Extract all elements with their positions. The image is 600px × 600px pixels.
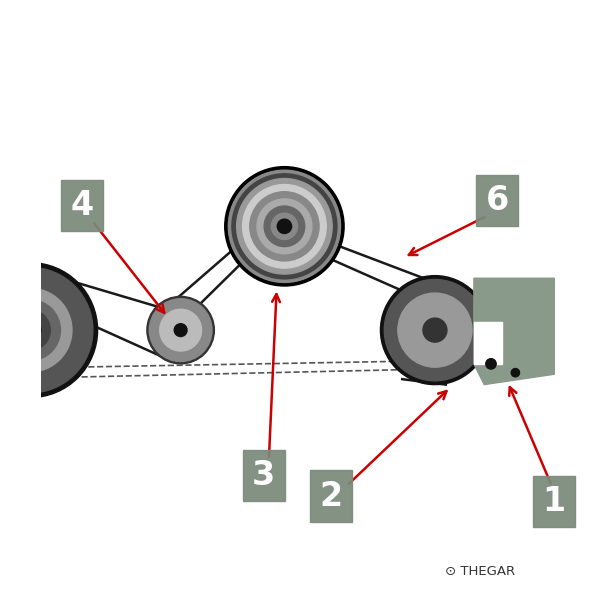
Text: 3: 3 <box>252 459 275 492</box>
Circle shape <box>149 299 212 361</box>
Polygon shape <box>474 322 502 364</box>
Text: 6: 6 <box>485 184 509 217</box>
Circle shape <box>398 293 472 367</box>
Circle shape <box>0 300 61 361</box>
Circle shape <box>229 171 340 282</box>
Text: ⊙ THEGAR: ⊙ THEGAR <box>445 565 515 578</box>
Circle shape <box>0 263 98 398</box>
Circle shape <box>264 206 305 247</box>
Circle shape <box>250 192 319 261</box>
Circle shape <box>10 310 50 350</box>
Polygon shape <box>474 278 554 385</box>
Circle shape <box>384 280 485 381</box>
Circle shape <box>160 309 202 351</box>
Circle shape <box>0 288 72 372</box>
Circle shape <box>511 368 520 377</box>
Circle shape <box>0 268 93 393</box>
Text: 1: 1 <box>543 485 566 518</box>
Circle shape <box>271 213 298 239</box>
Circle shape <box>423 318 447 342</box>
Circle shape <box>19 319 41 341</box>
Circle shape <box>225 167 344 286</box>
Text: 2: 2 <box>320 480 343 512</box>
Circle shape <box>486 359 496 369</box>
Circle shape <box>242 185 326 268</box>
Circle shape <box>257 199 312 254</box>
Text: 4: 4 <box>70 189 94 222</box>
Circle shape <box>147 296 214 364</box>
Text: man LT2000 drive belt di: man LT2000 drive belt di <box>0 22 535 59</box>
Circle shape <box>174 324 187 337</box>
Circle shape <box>380 275 490 385</box>
Circle shape <box>236 179 332 274</box>
Circle shape <box>229 170 341 283</box>
Circle shape <box>232 174 337 279</box>
Circle shape <box>277 219 292 233</box>
